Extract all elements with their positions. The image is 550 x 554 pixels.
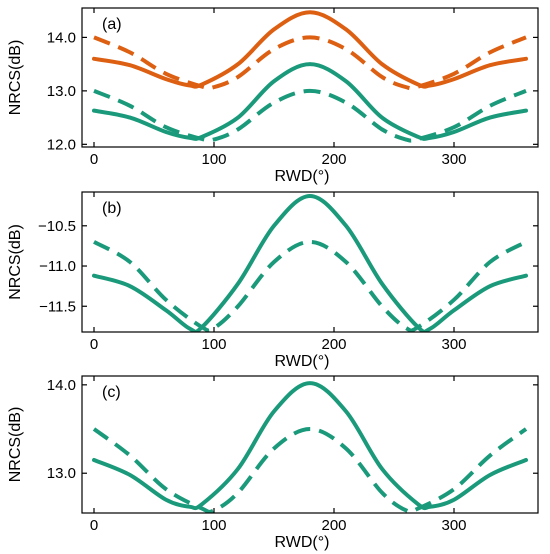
x-tick-label: 0: [90, 517, 98, 534]
y-tick-label: −11.5: [39, 298, 76, 315]
series-line-green-dashed: [93, 88, 527, 143]
x-tick-label: 200: [321, 336, 346, 353]
x-axis-label: RWD(°): [275, 168, 330, 185]
x-tick-label: 100: [201, 151, 226, 168]
series-line-green-solid: [92, 194, 528, 332]
series-line-green-solid: [92, 62, 528, 141]
x-tick-label: 200: [321, 151, 346, 168]
series-line-orange-dashed: [93, 35, 527, 91]
y-tick-label: 13.0: [47, 465, 76, 482]
x-tick-label: 200: [321, 517, 346, 534]
x-tick-label: 300: [441, 336, 466, 353]
y-tick-label: 12.0: [47, 136, 76, 153]
x-tick-label: 300: [441, 151, 466, 168]
series-line-green-dashed: [92, 427, 528, 513]
panel-3: 0 100 200 300 13.0 14.0 (c) RWD(°) NRCS(dB): [7, 375, 539, 551]
x-tick-label: 100: [201, 336, 226, 353]
y-axis-label: NRCS(dB): [7, 40, 24, 116]
panel-label: (a): [102, 16, 122, 33]
series-line-green-dashed: [93, 239, 527, 332]
plot-frame: [81, 191, 539, 333]
panel-2: 0 100 200 300 −10.5 −11.0 −11.5 (b) RWD(°) NRCS(d…: [7, 191, 539, 370]
x-tick-label: 0: [90, 151, 98, 168]
x-tick-label: 100: [201, 517, 226, 534]
y-axis-label: NRCS(dB): [7, 407, 24, 483]
y-tick-label: 14.0: [47, 377, 76, 394]
x-axis-label: RWD(°): [275, 353, 330, 370]
y-tick-label: 14.0: [47, 29, 76, 46]
y-tick-label: −11.0: [39, 258, 76, 275]
x-tick-label: 300: [441, 517, 466, 534]
series-line-orange-solid: [92, 10, 528, 89]
plot-frame: [81, 375, 539, 514]
panel-label: (b): [102, 200, 122, 217]
panel-label: (c): [102, 384, 121, 401]
plot-frame: [81, 7, 539, 148]
y-tick-label: −10.5: [38, 218, 76, 235]
x-tick-label: 0: [90, 336, 98, 353]
panel-1: 0 100 200 300 12.0 13.0 14.0 (a) RWD(°) NRCS(dB): [7, 7, 539, 185]
y-tick-label: 13.0: [47, 83, 76, 100]
x-axis-label: RWD(°): [275, 534, 330, 551]
series-line-green-solid: [92, 381, 528, 511]
y-axis-label: NRCS(dB): [7, 224, 24, 300]
